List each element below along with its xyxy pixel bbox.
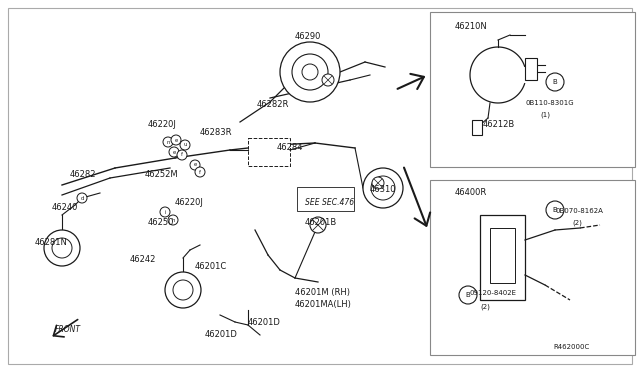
Text: 46212B: 46212B: [483, 120, 515, 129]
Text: 46201M (RH): 46201M (RH): [295, 288, 350, 297]
Circle shape: [459, 286, 477, 304]
Text: 46220J: 46220J: [148, 120, 177, 129]
Text: B: B: [552, 207, 557, 213]
Text: 0B070-8162A: 0B070-8162A: [555, 208, 603, 214]
Text: e: e: [174, 138, 178, 142]
Circle shape: [280, 42, 340, 102]
Text: u: u: [183, 142, 187, 148]
Bar: [525, 58, 537, 80]
Text: 46242: 46242: [130, 255, 156, 264]
Circle shape: [310, 217, 326, 233]
Text: 46252M: 46252M: [145, 170, 179, 179]
Text: 46201C: 46201C: [195, 262, 227, 271]
Circle shape: [173, 280, 193, 300]
Text: 46400R: 46400R: [455, 188, 487, 197]
Text: SEE SEC.476: SEE SEC.476: [305, 198, 354, 207]
Text: 46283R: 46283R: [200, 128, 232, 137]
Circle shape: [171, 135, 181, 145]
Circle shape: [371, 176, 395, 200]
Bar: [480, 215, 525, 300]
Circle shape: [372, 177, 384, 189]
Text: R462000C: R462000C: [554, 344, 590, 350]
Text: 46282R: 46282R: [257, 100, 289, 109]
Text: (1): (1): [540, 112, 550, 119]
Text: 46201D: 46201D: [248, 318, 281, 327]
Circle shape: [165, 272, 201, 308]
Text: f: f: [181, 153, 183, 157]
Circle shape: [168, 215, 178, 225]
Bar: [490, 228, 515, 283]
Circle shape: [52, 238, 72, 258]
Text: 46220J: 46220J: [175, 198, 204, 207]
Circle shape: [322, 74, 334, 86]
Circle shape: [77, 193, 87, 203]
Text: e: e: [172, 150, 175, 154]
Bar: [430, 12, 635, 167]
Circle shape: [546, 73, 564, 91]
Circle shape: [169, 147, 179, 157]
Text: 46281N: 46281N: [35, 238, 68, 247]
Circle shape: [292, 54, 328, 90]
Circle shape: [44, 230, 80, 266]
Text: (2): (2): [572, 220, 582, 227]
Bar: [430, 180, 635, 355]
Circle shape: [302, 64, 318, 80]
Text: i: i: [164, 209, 166, 215]
Text: 46201D: 46201D: [205, 330, 238, 339]
Circle shape: [177, 150, 187, 160]
Text: (2): (2): [480, 303, 490, 310]
FancyBboxPatch shape: [297, 187, 354, 211]
Text: e: e: [193, 163, 196, 167]
Circle shape: [546, 201, 564, 219]
Bar: [248, 138, 290, 166]
Text: 09120-8402E: 09120-8402E: [470, 290, 517, 296]
Text: 46210N: 46210N: [455, 22, 488, 31]
Text: 46201MA(LH): 46201MA(LH): [295, 300, 352, 309]
Bar: [472, 120, 482, 135]
Circle shape: [363, 168, 403, 208]
Text: FRONT: FRONT: [55, 325, 81, 334]
Text: h: h: [172, 218, 175, 222]
Text: n: n: [166, 140, 170, 144]
Text: 46290: 46290: [295, 32, 321, 41]
Text: d: d: [80, 196, 84, 201]
Text: 46201B: 46201B: [305, 218, 337, 227]
Text: 46282: 46282: [70, 170, 97, 179]
Circle shape: [163, 137, 173, 147]
Circle shape: [195, 167, 205, 177]
Text: 46240: 46240: [52, 203, 78, 212]
Text: B: B: [552, 79, 557, 85]
Circle shape: [180, 140, 190, 150]
Text: 46310: 46310: [370, 185, 397, 194]
Text: 46250: 46250: [148, 218, 174, 227]
Text: B: B: [466, 292, 470, 298]
Text: 46284: 46284: [277, 143, 303, 152]
Text: f: f: [199, 170, 201, 174]
Text: 0B110-8301G: 0B110-8301G: [525, 100, 573, 106]
Circle shape: [190, 160, 200, 170]
Circle shape: [160, 207, 170, 217]
